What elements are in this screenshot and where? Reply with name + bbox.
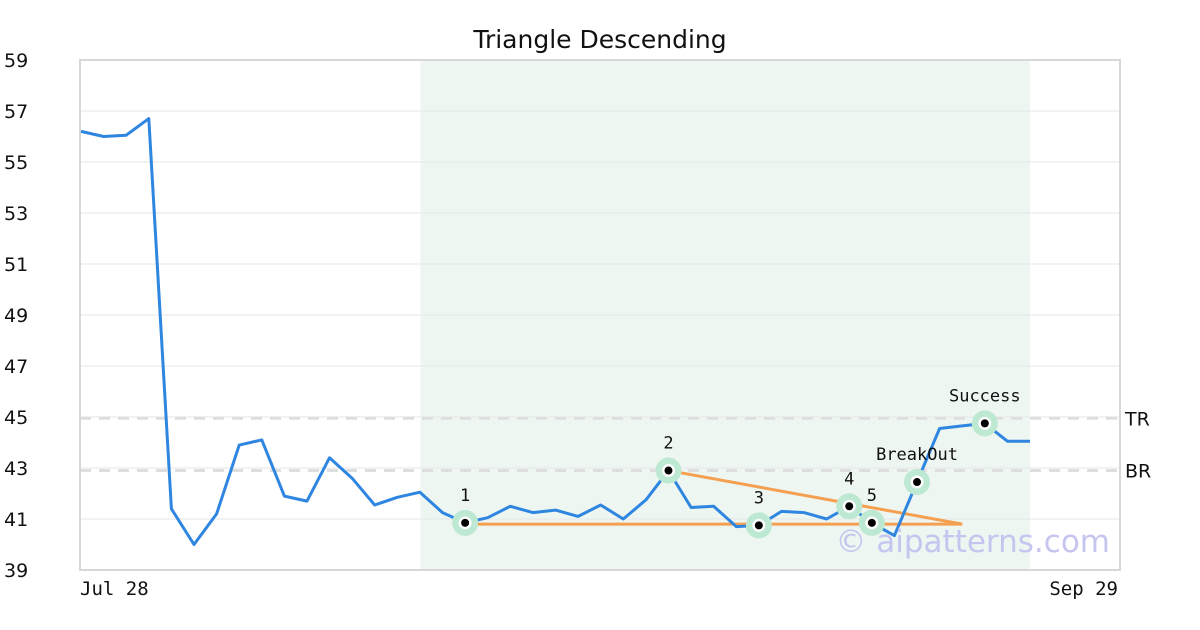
y-tick-label: 57 bbox=[4, 101, 28, 123]
point-marker bbox=[754, 521, 763, 530]
point-marker bbox=[867, 518, 876, 527]
watermark: © aipatterns.com bbox=[835, 524, 1110, 560]
point-label: 4 bbox=[844, 469, 854, 489]
point-label: 5 bbox=[867, 486, 877, 506]
y-tick-label: 47 bbox=[4, 356, 28, 378]
level-label-tr: TR bbox=[1124, 408, 1150, 430]
pattern-points: 1 2 3 45 BreakOut Success bbox=[452, 386, 1021, 539]
y-tick-label: 51 bbox=[4, 254, 28, 276]
plot-frame bbox=[79, 59, 1121, 571]
y-tick-label: 39 bbox=[4, 560, 28, 582]
y-tick-label: 41 bbox=[4, 509, 28, 531]
point-label: 3 bbox=[754, 488, 764, 508]
chart-title: Triangle Descending bbox=[472, 25, 726, 54]
y-axis-ticks: 39 41 43 45 47 49 51 53 55 57 59 bbox=[4, 50, 28, 582]
point-label: 2 bbox=[663, 434, 673, 454]
y-tick-label: 53 bbox=[4, 203, 28, 225]
point-label: BreakOut bbox=[876, 445, 958, 465]
y-tick-label: 45 bbox=[4, 407, 28, 429]
y-tick-label: 59 bbox=[4, 50, 28, 72]
point-marker bbox=[980, 419, 989, 428]
point-marker bbox=[461, 518, 470, 527]
level-label-br: BR bbox=[1125, 461, 1151, 483]
x-label-end: Sep 29 bbox=[1049, 578, 1118, 600]
point-label: 1 bbox=[460, 486, 470, 506]
y-tick-label: 43 bbox=[4, 458, 28, 480]
point-marker bbox=[845, 502, 854, 511]
x-label-start: Jul 28 bbox=[80, 578, 149, 600]
level-lines: TR BR bbox=[80, 408, 1151, 483]
point-label: Success bbox=[949, 386, 1021, 406]
trend-line bbox=[668, 469, 963, 526]
y-tick-label: 49 bbox=[4, 305, 28, 327]
point-marker bbox=[664, 466, 673, 475]
y-tick-label: 55 bbox=[4, 152, 28, 174]
point-marker bbox=[913, 478, 922, 487]
